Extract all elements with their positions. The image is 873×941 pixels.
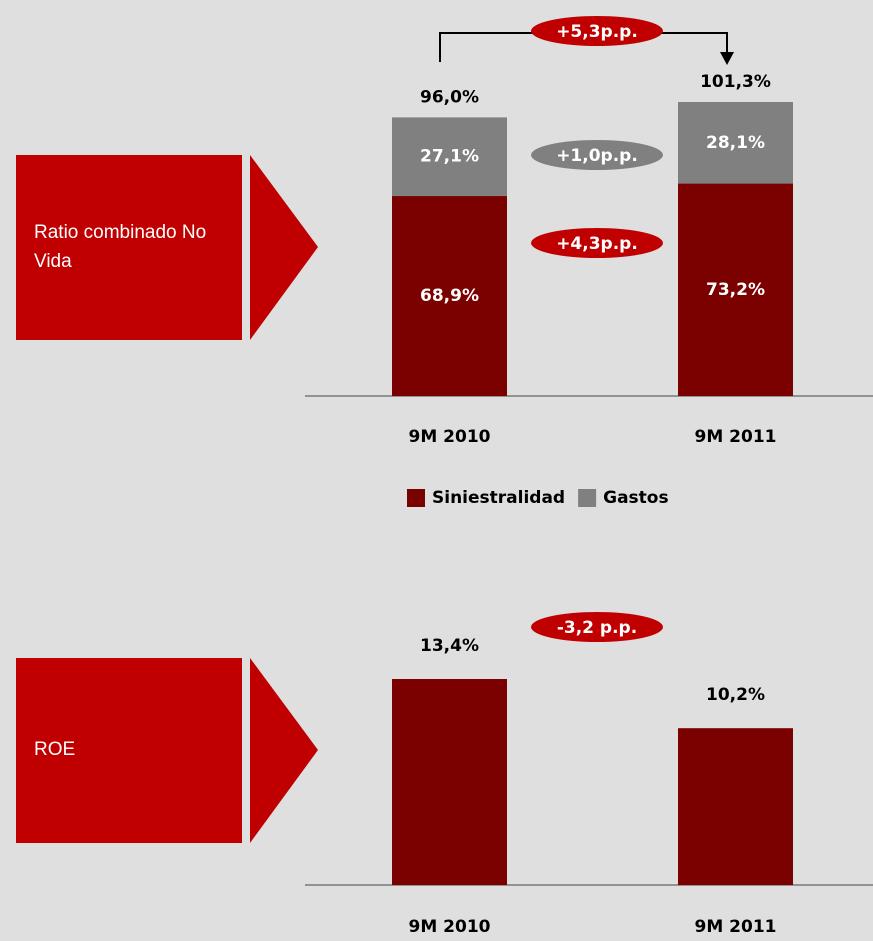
bar-segment xyxy=(392,117,507,197)
value-label: 13,4% xyxy=(420,636,479,656)
bar-segment xyxy=(392,196,507,396)
value-label: 27,1% xyxy=(420,147,479,167)
bracket-arrow xyxy=(720,52,734,65)
annotation: +1,0p.p. xyxy=(556,146,638,166)
annotation-pill xyxy=(531,228,663,258)
annotation-pill xyxy=(531,16,663,46)
annotation-pill xyxy=(531,612,663,642)
annotation: -3,2 p.p. xyxy=(557,618,637,638)
bar-segment xyxy=(678,102,793,184)
bar-segment xyxy=(678,183,793,396)
chart-title: ROE xyxy=(34,739,76,761)
x-tick-label: 9M 2011 xyxy=(695,917,777,937)
legend-label: Gastos xyxy=(603,488,668,508)
bar xyxy=(678,728,793,885)
value-label: 73,2% xyxy=(706,280,765,300)
title-box: ROE xyxy=(16,658,242,843)
arrow-shape xyxy=(250,155,318,340)
value-label: 68,9% xyxy=(420,286,479,306)
title-box: Ratio combinado No Vida xyxy=(16,155,242,340)
total-label: 101,3% xyxy=(700,72,771,92)
chart-title: Ratio combinado No Vida xyxy=(34,222,207,272)
annotation: +4,3p.p. xyxy=(556,234,638,254)
x-tick-label: 9M 2011 xyxy=(695,427,777,447)
arrow-shape xyxy=(250,658,318,843)
total-label: 96,0% xyxy=(420,87,479,107)
value-label: 10,2% xyxy=(706,685,765,705)
annotation-pill xyxy=(531,140,663,170)
annotation: +5,3p.p. xyxy=(556,22,638,42)
legend-label: Siniestralidad xyxy=(432,488,565,508)
x-tick-label: 9M 2010 xyxy=(409,427,491,447)
bar xyxy=(392,679,507,885)
value-label: 28,1% xyxy=(706,133,765,153)
legend-swatch xyxy=(407,489,425,507)
x-tick-label: 9M 2010 xyxy=(409,917,491,937)
legend-swatch xyxy=(578,489,597,507)
